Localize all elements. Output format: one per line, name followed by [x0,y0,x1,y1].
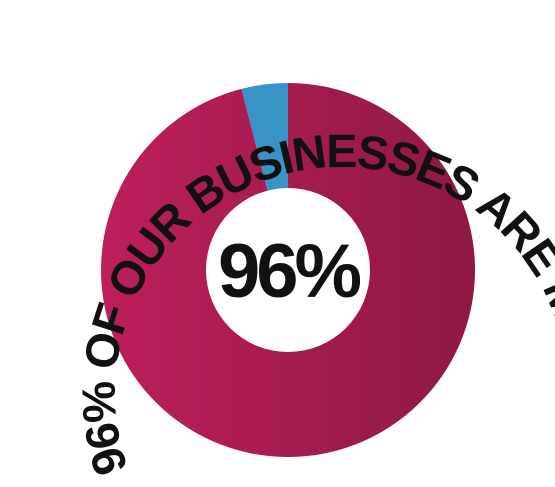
center-label: 96% [218,229,361,314]
donut-hole [206,188,370,352]
